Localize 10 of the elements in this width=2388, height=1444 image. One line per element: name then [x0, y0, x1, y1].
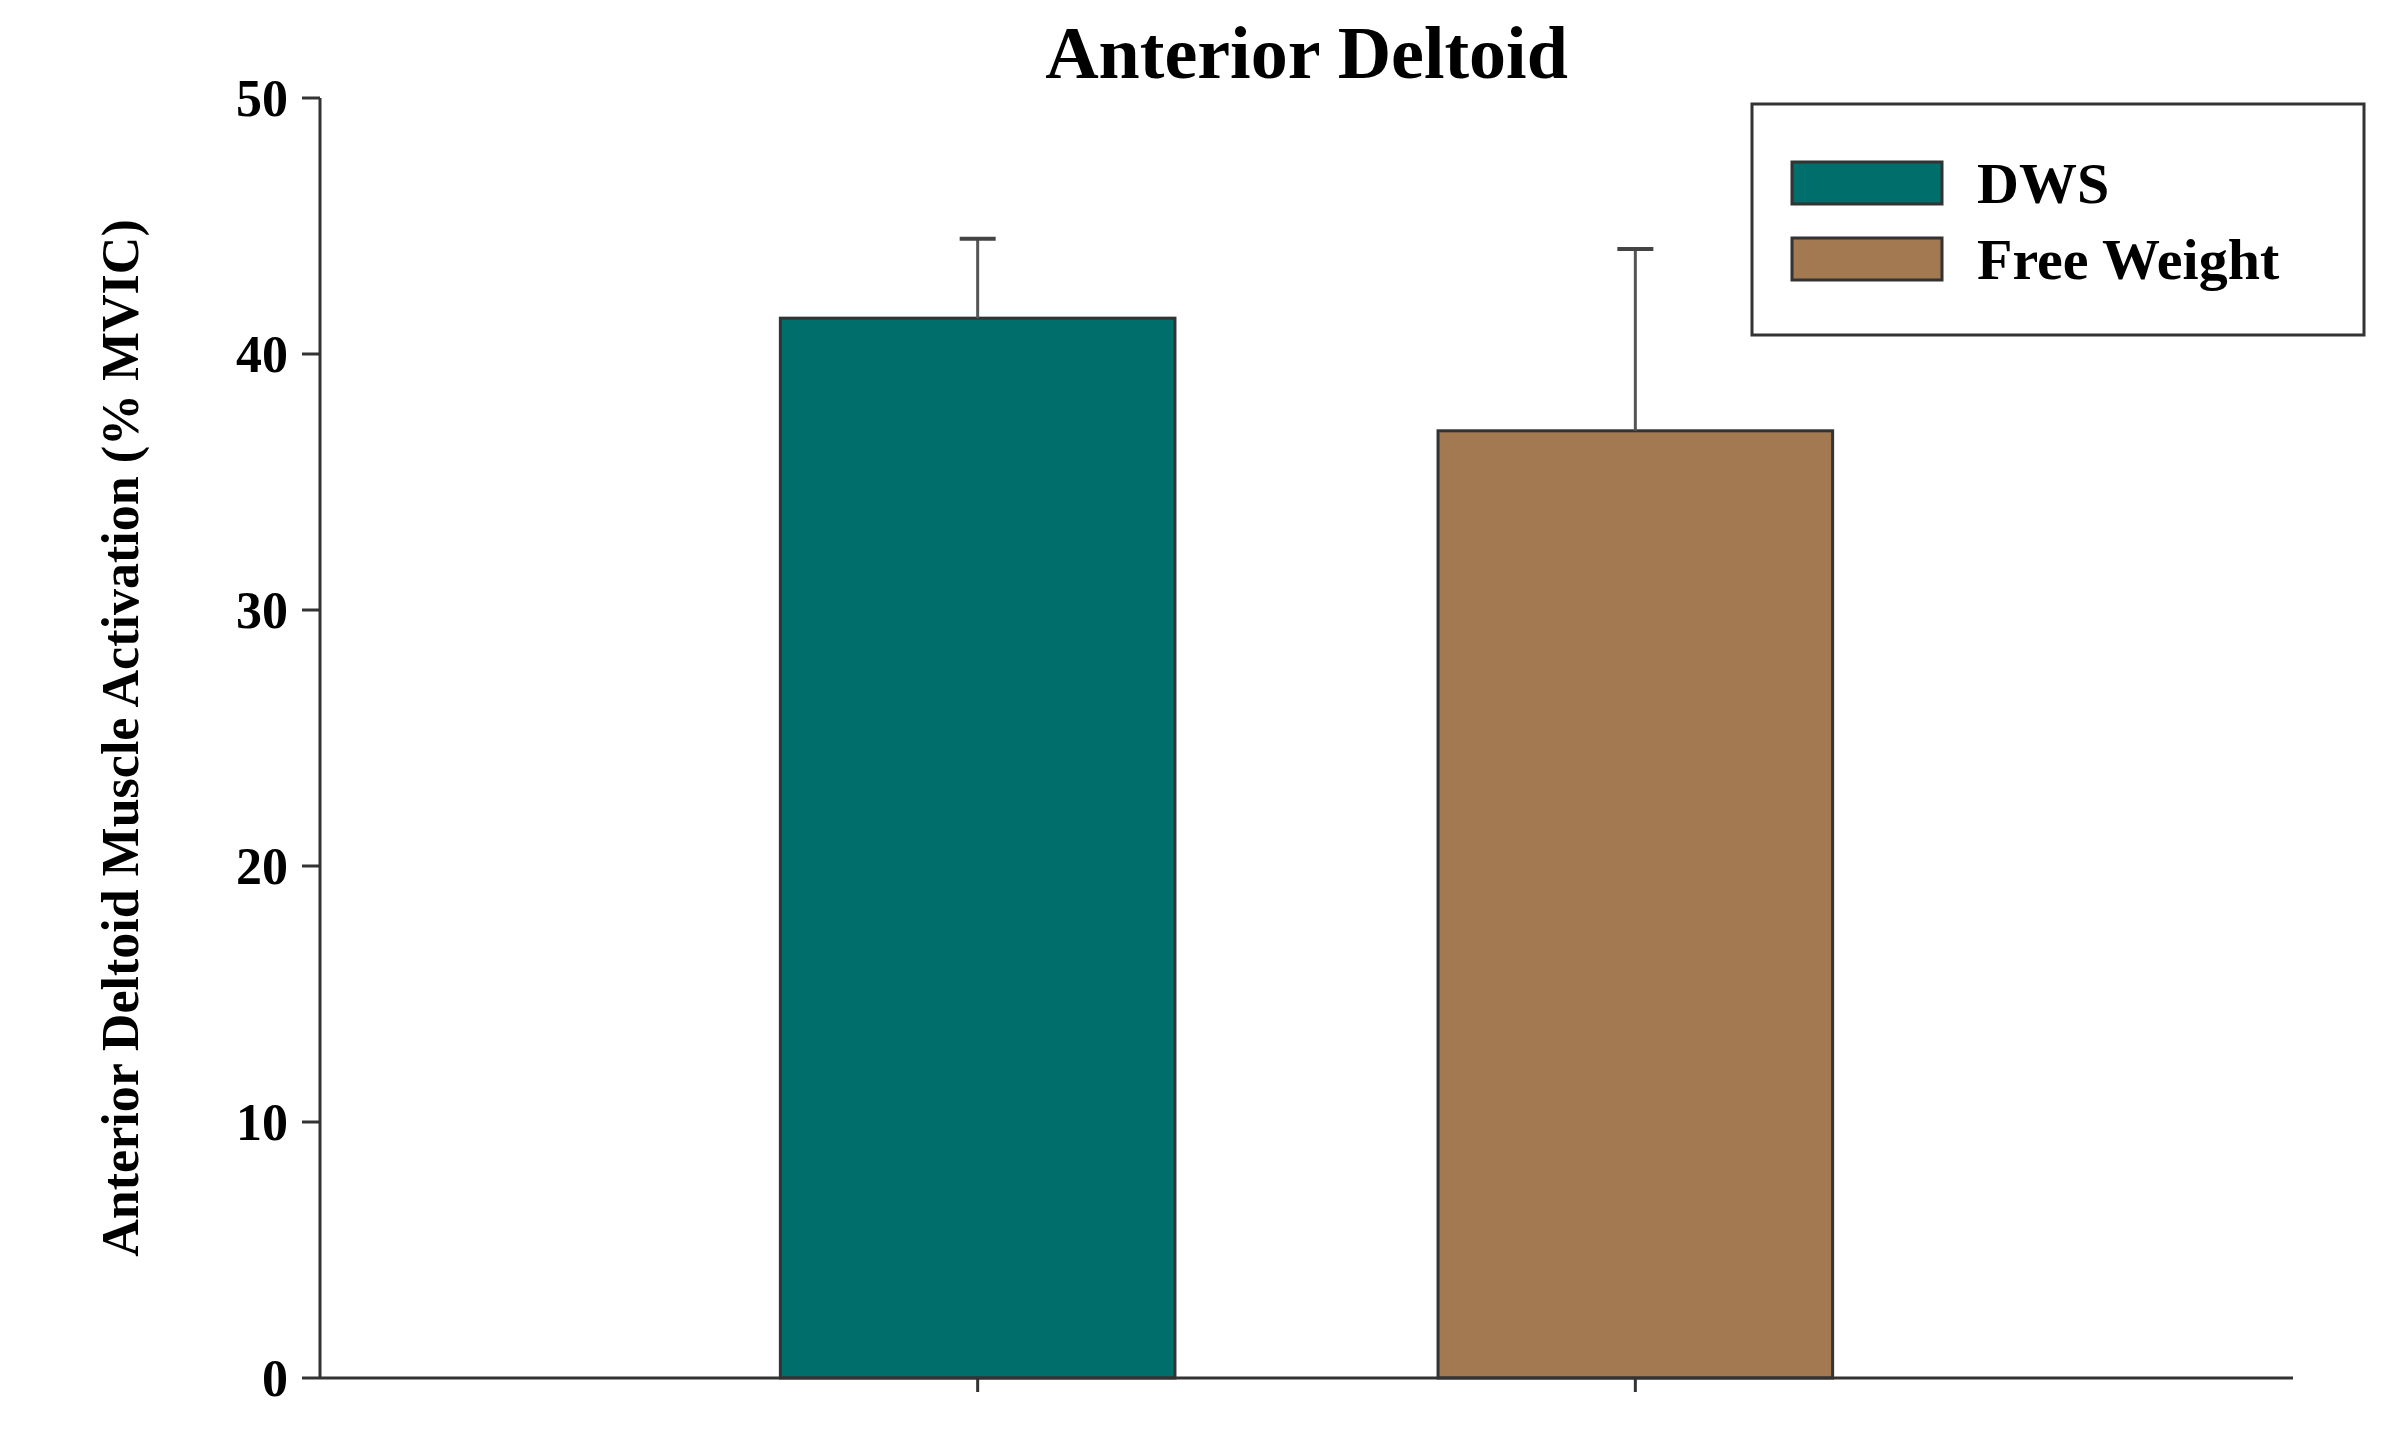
y-tick-label: 0: [262, 1350, 288, 1408]
chart-title: Anterior Deltoid: [1045, 12, 1568, 94]
y-tick-label: 20: [236, 838, 288, 896]
legend-label: Free Weight: [1977, 227, 2280, 293]
y-tick-label: 50: [236, 70, 288, 128]
y-tick-label: 30: [236, 582, 288, 640]
y-axis-title: Anterior Deltoid Muscle Activation (% MVIC): [92, 219, 150, 1257]
y-tick-label: 10: [236, 1094, 288, 1152]
y-tick-label: 40: [236, 326, 288, 384]
legend-label: DWS: [1977, 151, 2110, 217]
